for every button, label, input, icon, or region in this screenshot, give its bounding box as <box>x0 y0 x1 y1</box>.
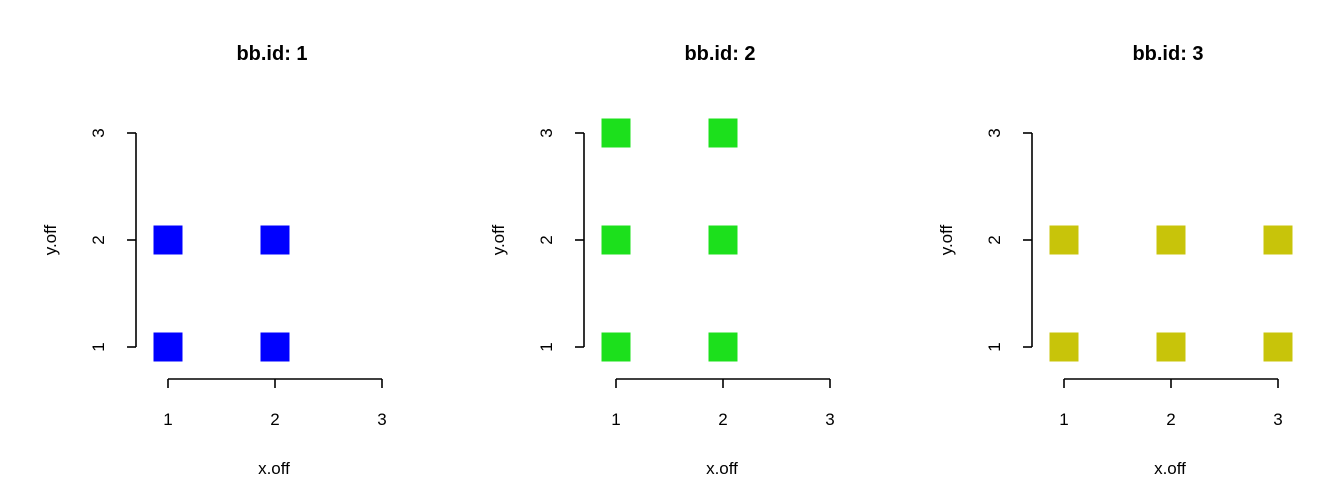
x-axis-label: x.off <box>1154 459 1186 478</box>
data-point <box>708 332 738 362</box>
data-point <box>1049 332 1079 362</box>
y-tick-label: 3 <box>985 128 1004 137</box>
data-point <box>1263 332 1293 362</box>
y-tick-label: 1 <box>89 342 108 351</box>
data-point <box>1263 225 1293 255</box>
x-tick-label: 1 <box>163 410 172 429</box>
x-tick-label: 3 <box>377 410 386 429</box>
x-tick-label: 3 <box>825 410 834 429</box>
data-point <box>708 225 738 255</box>
data-point <box>153 332 183 362</box>
x-tick-label: 1 <box>1059 410 1068 429</box>
y-tick-label: 3 <box>89 128 108 137</box>
y-tick-label: 1 <box>985 342 1004 351</box>
data-point <box>601 225 631 255</box>
panel-title: bb.id: 1 <box>236 43 307 65</box>
y-tick-label: 3 <box>537 128 556 137</box>
data-point <box>1049 225 1079 255</box>
data-point <box>601 332 631 362</box>
x-tick-label: 3 <box>1273 410 1282 429</box>
x-tick-label: 2 <box>1166 410 1175 429</box>
data-point <box>260 332 290 362</box>
y-tick-label: 2 <box>537 235 556 244</box>
y-axis-label: y.off <box>41 224 60 255</box>
chart-panel-3: bb.id: 3 1 2 3 1 2 3 x.off y.off <box>937 43 1293 478</box>
y-tick-label: 1 <box>537 342 556 351</box>
y-tick-label: 2 <box>985 235 1004 244</box>
x-axis-label: x.off <box>258 459 290 478</box>
y-axis-label: y.off <box>489 224 508 255</box>
data-point <box>260 225 290 255</box>
chart-panel-1: bb.id: 1 1 2 3 1 2 3 x.off y.off <box>41 43 387 478</box>
panel-title: bb.id: 2 <box>684 43 755 65</box>
x-tick-label: 2 <box>718 410 727 429</box>
x-tick-label: 2 <box>270 410 279 429</box>
data-point <box>601 118 631 148</box>
x-axis-label: x.off <box>706 459 738 478</box>
chart-panel-2: bb.id: 2 1 2 3 1 2 3 x.off y.off <box>489 43 835 478</box>
data-point <box>153 225 183 255</box>
x-tick-label: 1 <box>611 410 620 429</box>
data-point <box>1156 332 1186 362</box>
data-point <box>1156 225 1186 255</box>
y-tick-label: 2 <box>89 235 108 244</box>
data-point <box>708 118 738 148</box>
y-axis-label: y.off <box>937 224 956 255</box>
panel-title: bb.id: 3 <box>1132 43 1203 65</box>
